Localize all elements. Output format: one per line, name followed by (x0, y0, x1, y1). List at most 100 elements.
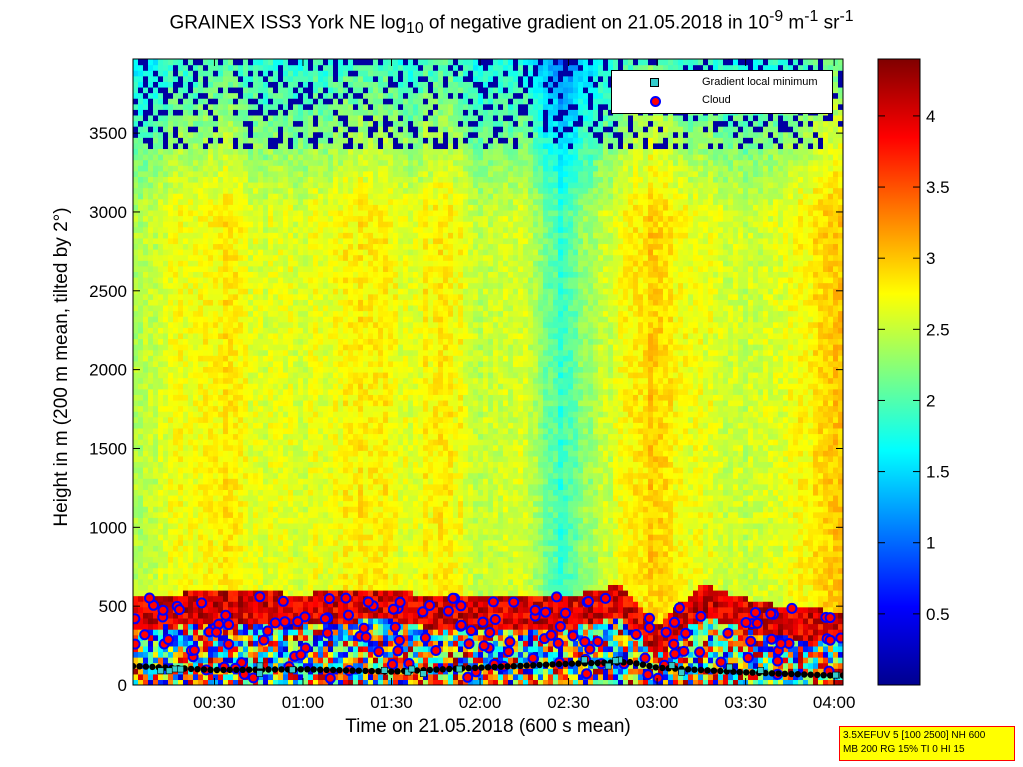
heatmap-cell (218, 400, 224, 406)
heatmap-cell (273, 674, 279, 680)
heatmap-cell (178, 221, 184, 227)
heatmap-cell (288, 629, 294, 635)
heatmap-cell (138, 540, 144, 546)
heatmap-cell (193, 221, 199, 227)
heatmap-cell (158, 126, 164, 132)
heatmap-cell (133, 115, 139, 121)
heatmap-cell (133, 551, 139, 557)
heatmap-cell (223, 176, 229, 182)
heatmap-cell (208, 98, 214, 104)
heatmap-cell (213, 299, 219, 305)
heatmap-cell (223, 568, 229, 574)
heatmap-cell (163, 210, 169, 216)
heatmap-cell (273, 294, 279, 300)
heatmap-cell (248, 406, 254, 412)
heatmap-cell (248, 562, 254, 568)
heatmap-cell (283, 378, 289, 384)
heatmap-cell (238, 529, 244, 535)
heatmap-cell (253, 657, 259, 663)
heatmap-cell (178, 573, 184, 579)
heatmap-cell (233, 316, 239, 322)
heatmap-cell (168, 182, 174, 188)
heatmap-cell (258, 344, 264, 350)
heatmap-cell (143, 160, 149, 166)
heatmap-cell (198, 327, 204, 333)
heatmap-cell (238, 232, 244, 238)
heatmap-cell (158, 271, 164, 277)
heatmap-cell (243, 221, 249, 227)
heatmap-cell (148, 98, 154, 104)
heatmap-cell (213, 366, 219, 372)
heatmap-cell (218, 556, 224, 562)
heatmap-cell (158, 400, 164, 406)
heatmap-cell (253, 378, 259, 384)
heatmap-cell (153, 277, 159, 283)
heatmap-cell (238, 87, 244, 93)
heatmap-cell (188, 674, 194, 680)
heatmap-cell (243, 523, 249, 529)
heatmap-cell (223, 439, 229, 445)
heatmap-cell (248, 115, 254, 121)
heatmap-cell (203, 473, 209, 479)
heatmap-cell (238, 59, 244, 65)
heatmap-cell (143, 93, 149, 99)
heatmap-cell (223, 316, 229, 322)
heatmap-cell (138, 568, 144, 574)
heatmap-cell (258, 176, 264, 182)
heatmap-cell (163, 338, 169, 344)
heatmap-cell (273, 417, 279, 423)
heatmap-cell (248, 294, 254, 300)
heatmap-cell (258, 489, 264, 495)
heatmap-cell (148, 126, 154, 132)
heatmap-cell (133, 338, 139, 344)
heatmap-cell (258, 556, 264, 562)
heatmap-cell (238, 489, 244, 495)
heatmap-cell (153, 271, 159, 277)
heatmap-cell (188, 260, 194, 266)
heatmap-cell (183, 87, 189, 93)
heatmap-cell (138, 394, 144, 400)
heatmap-cell (268, 501, 274, 507)
heatmap-cell (163, 81, 169, 87)
heatmap-cell (158, 551, 164, 557)
heatmap-cell (158, 512, 164, 518)
heatmap-cell (148, 199, 154, 205)
heatmap-cell (173, 126, 179, 132)
heatmap-cell (203, 551, 209, 557)
heatmap-cell (223, 556, 229, 562)
heatmap-cell (223, 501, 229, 507)
heatmap-cell (203, 366, 209, 372)
heatmap-cell (193, 355, 199, 361)
heatmap-cell (233, 109, 239, 115)
heatmap-cell (143, 355, 149, 361)
heatmap-cell (218, 199, 224, 205)
heatmap-cell (203, 646, 209, 652)
heatmap-cell (218, 428, 224, 434)
heatmap-cell (228, 450, 234, 456)
heatmap-cell (168, 81, 174, 87)
heatmap-cell (218, 182, 224, 188)
heatmap-cell (198, 406, 204, 412)
heatmap-cell (283, 489, 289, 495)
heatmap-cell (138, 76, 144, 82)
heatmap-cell (263, 227, 269, 233)
heatmap-cell (248, 618, 254, 624)
heatmap-cell (223, 109, 229, 115)
heatmap-cell (178, 445, 184, 451)
heatmap-cell (223, 422, 229, 428)
heatmap-cell (133, 165, 139, 171)
heatmap-cell (248, 584, 254, 590)
heatmap-cell (218, 590, 224, 596)
heatmap-cell (228, 400, 234, 406)
heatmap-cell (258, 70, 264, 76)
heatmap-cell (208, 378, 214, 384)
heatmap-cell (213, 160, 219, 166)
heatmap-cell (133, 433, 139, 439)
heatmap-cell (173, 489, 179, 495)
heatmap-cell (228, 98, 234, 104)
heatmap-cell (173, 210, 179, 216)
heatmap-cell (278, 238, 284, 244)
heatmap-cell (243, 495, 249, 501)
heatmap-cell (163, 556, 169, 562)
heatmap-cell (228, 109, 234, 115)
